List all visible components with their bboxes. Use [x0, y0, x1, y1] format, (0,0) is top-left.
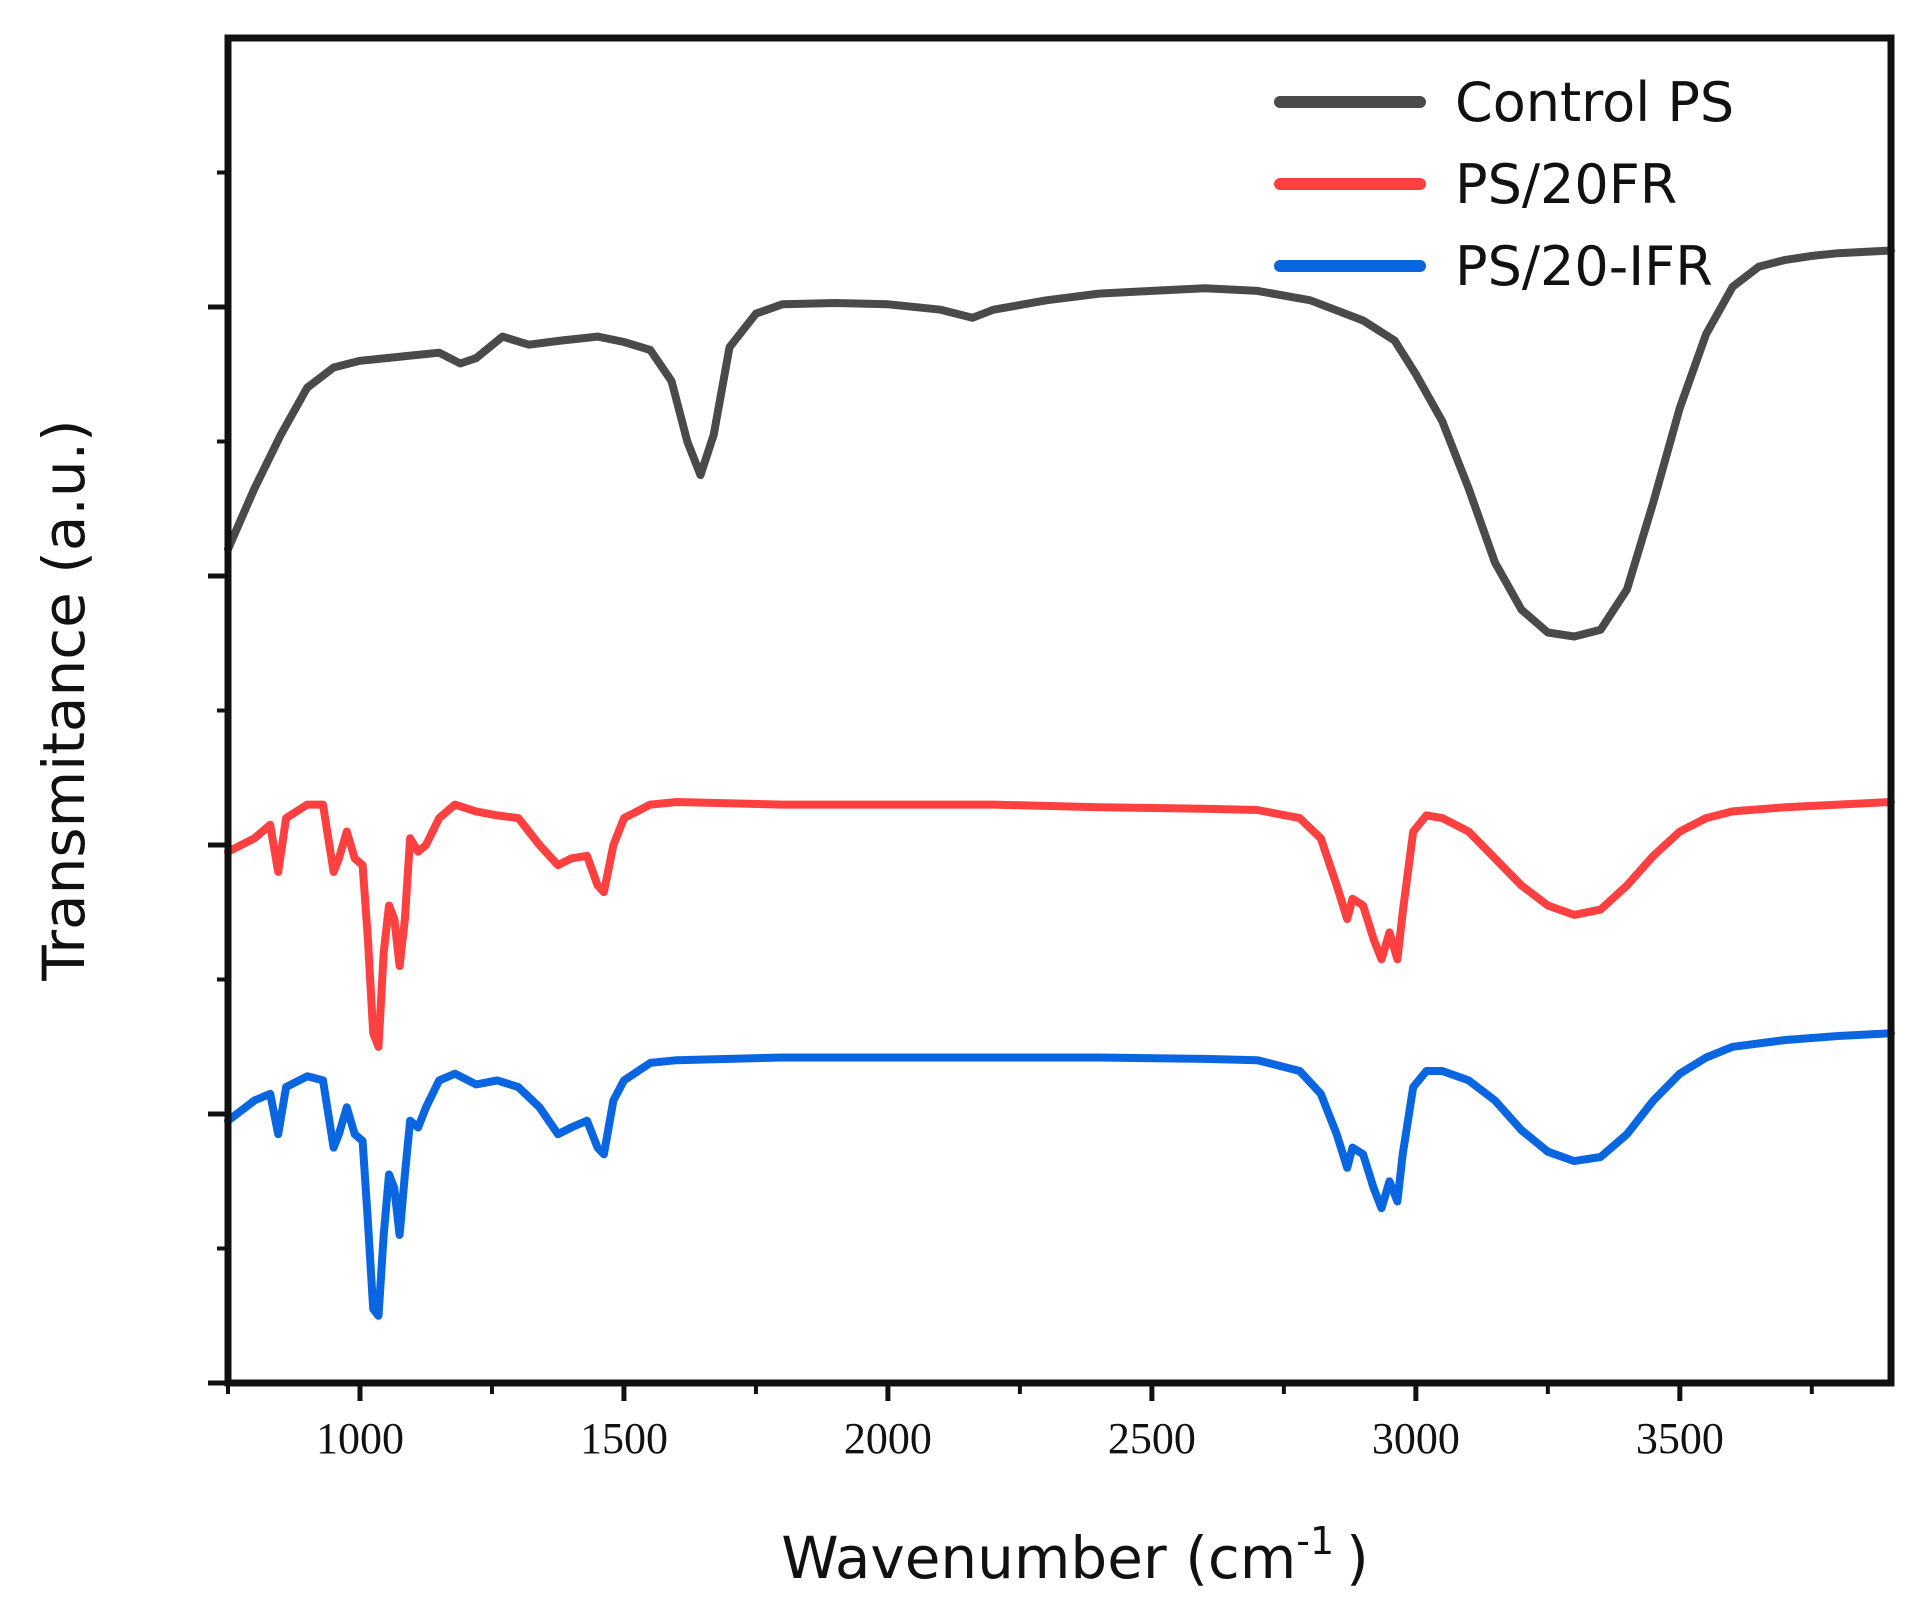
legend-item: Control PS — [1274, 71, 1734, 134]
x-axis-title: Wavenumber (cm-1) — [781, 1519, 1369, 1592]
series-line-3 — [224, 1029, 1895, 1320]
series-line-2 — [224, 798, 1895, 1051]
legend-item: PS/20FR — [1274, 153, 1677, 216]
y-axis-ticks — [208, 170, 228, 1386]
y-axis-title: Transmitance (a.u.) — [30, 419, 98, 981]
legend: Control PS PS/20FR PS/20-IFR — [1274, 71, 1734, 298]
series-layer — [224, 246, 1895, 1320]
x-tick-label: 2500 — [1108, 1414, 1196, 1463]
x-tick-label: 1500 — [580, 1414, 668, 1463]
x-axis-title-main: Wavenumber (cm — [781, 1524, 1296, 1592]
x-axis-title-close: ) — [1346, 1524, 1369, 1592]
legend-item: PS/20-IFR — [1274, 235, 1713, 298]
x-tick-label: 3000 — [1372, 1414, 1460, 1463]
x-tick-label: 3500 — [1636, 1414, 1724, 1463]
legend-label: PS/20-IFR — [1455, 235, 1713, 298]
x-axis-tick-labels: 1000 1500 2000 2500 3000 3500 — [316, 1414, 1724, 1463]
x-tick-label: 2000 — [844, 1414, 932, 1463]
x-axis-title-superscript: -1 — [1296, 1519, 1334, 1563]
legend-label: PS/20FR — [1455, 153, 1677, 216]
x-tick-label: 1000 — [316, 1414, 404, 1463]
legend-label: Control PS — [1455, 71, 1734, 134]
series-line-1 — [224, 246, 1895, 641]
